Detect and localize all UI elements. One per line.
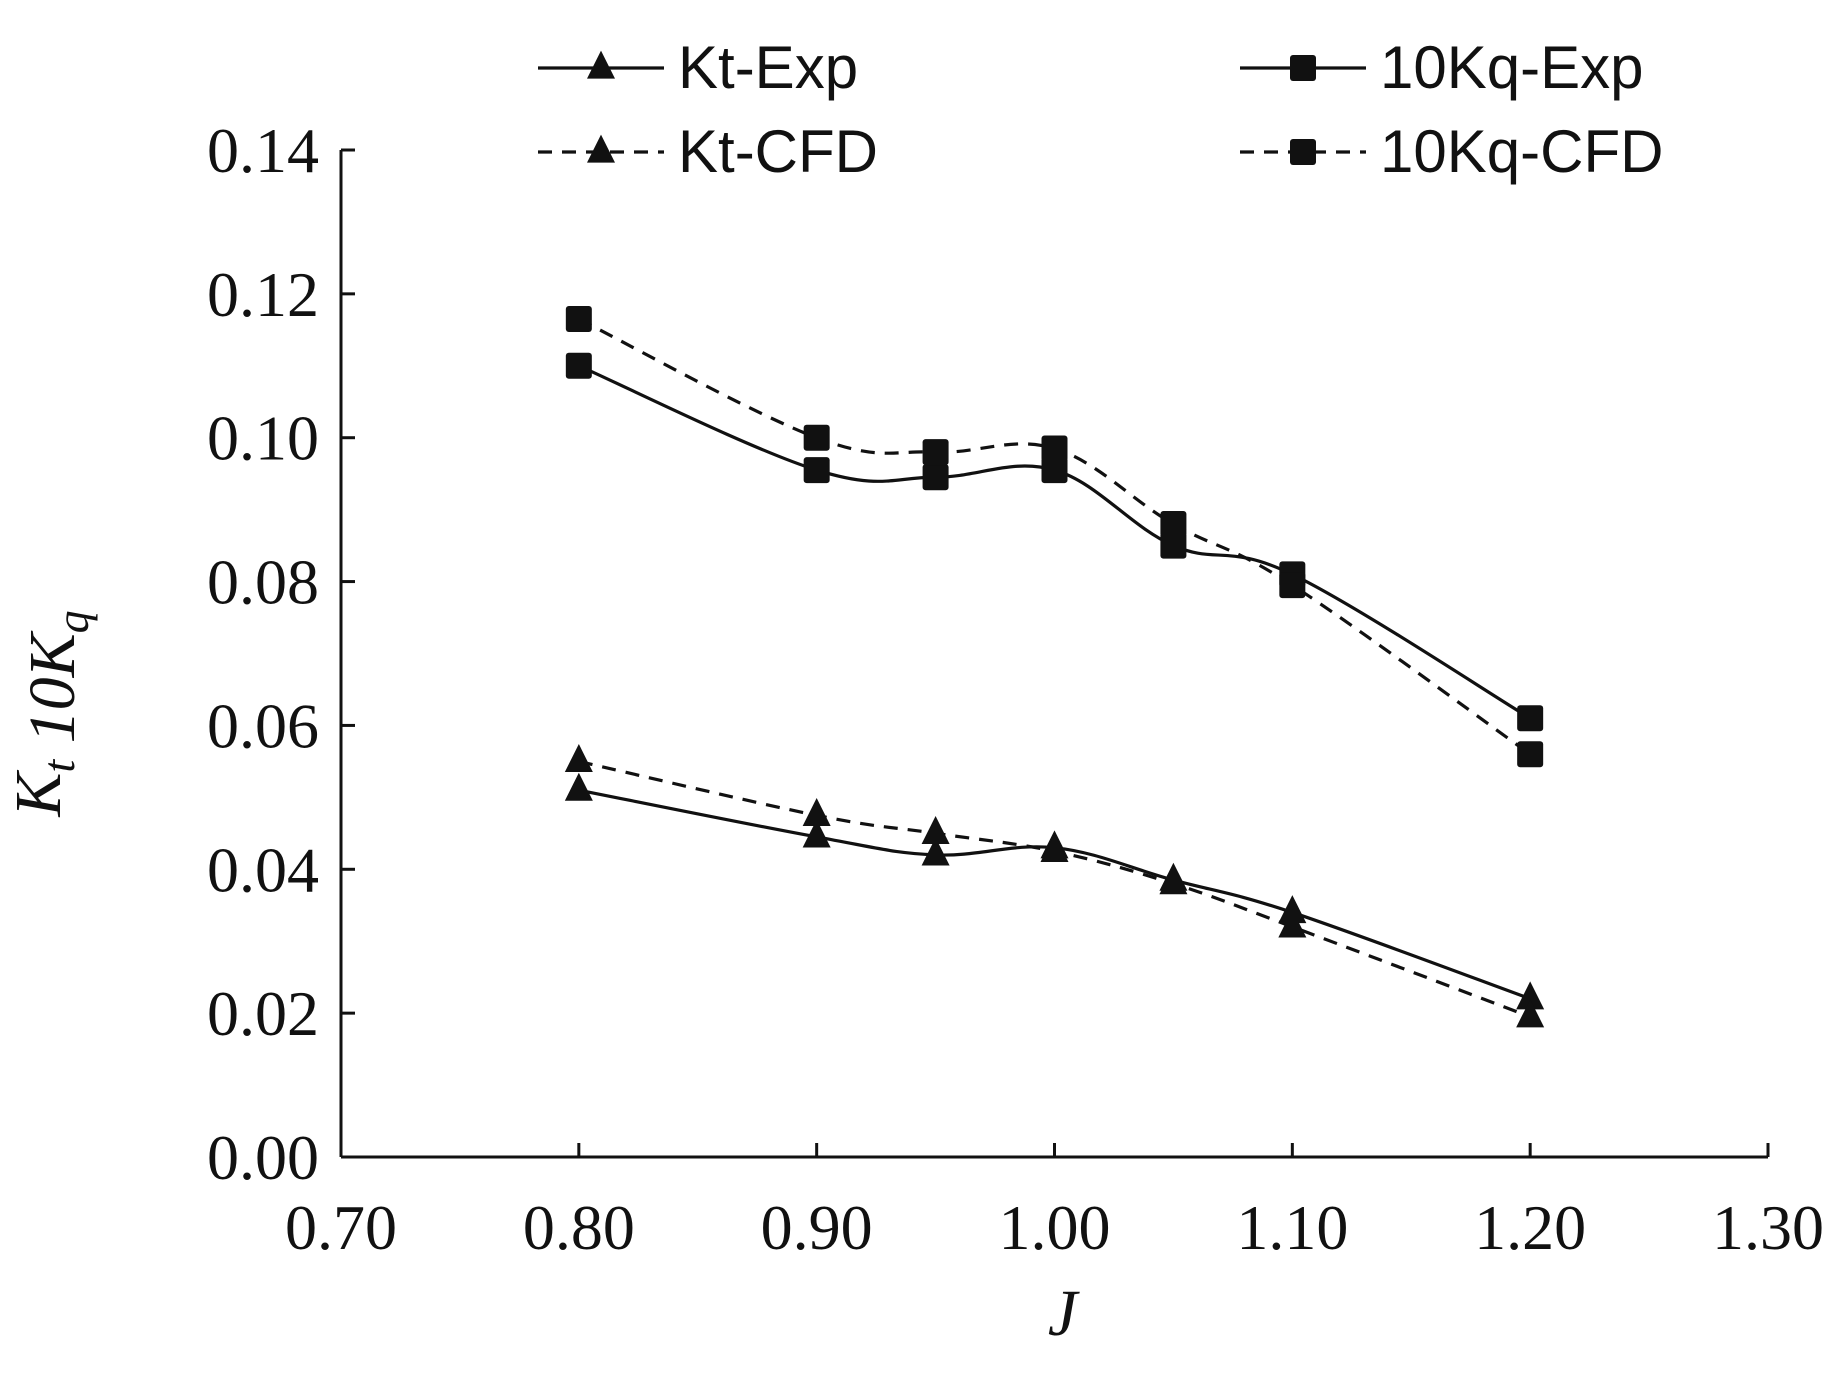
y-axis-title: Kt 10Kq <box>2 610 98 817</box>
data-point <box>921 837 950 866</box>
legend-item: 10Kq-CFD <box>1240 118 1663 185</box>
x-tick-label: 1.30 <box>1712 1192 1824 1263</box>
data-point <box>803 424 830 451</box>
data-point <box>564 744 593 773</box>
data-point <box>1040 833 1069 862</box>
y-axis-title-subscript: q <box>47 610 98 633</box>
data-point <box>802 797 831 826</box>
legend-marker <box>587 134 615 163</box>
legend-label: 10Kq-CFD <box>1380 118 1663 185</box>
legend-marker <box>1290 55 1316 81</box>
y-tick-label: 0.02 <box>207 978 319 1049</box>
data-point <box>1160 532 1187 559</box>
y-tick-label: 0.14 <box>207 115 319 186</box>
series-line <box>578 759 1531 1019</box>
data-point <box>1041 457 1068 484</box>
series-line <box>578 788 1531 1001</box>
x-tick-label: 1.10 <box>1236 1192 1348 1263</box>
x-tick-label: 0.70 <box>285 1192 397 1263</box>
y-tick-label: 0.08 <box>207 547 319 618</box>
legend: Kt-Exp 10Kq-Exp Kt-CFD 10Kq-CFD <box>538 34 1663 185</box>
series-10kq-exp <box>565 352 1544 732</box>
axes <box>339 150 1768 1159</box>
series-line <box>578 364 1531 720</box>
series-line <box>578 317 1532 756</box>
data-point <box>565 352 592 379</box>
series-10kq-cfd <box>565 306 1544 768</box>
data-point <box>921 815 950 844</box>
x-tick-label: 1.20 <box>1474 1192 1586 1263</box>
y-tick-label: 0.00 <box>207 1122 319 1193</box>
data-point <box>1516 999 1545 1028</box>
legend-label: Kt-CFD <box>678 118 878 185</box>
series-kt-cfd <box>564 744 1545 1028</box>
legend-marker <box>1290 139 1316 165</box>
y-tick-label: 0.12 <box>207 259 319 330</box>
y-tick-label: 0.06 <box>207 690 319 761</box>
data-point <box>565 306 592 333</box>
data-point <box>803 457 830 484</box>
data-point <box>564 772 593 801</box>
data-point <box>922 439 949 466</box>
data-point <box>1041 435 1068 462</box>
ticks: 0.00 0.02 0.04 0.06 0.08 0.10 0.12 0.14 0.70 0.80… <box>207 115 1824 1263</box>
data-point <box>1160 511 1187 538</box>
x-tick-label: 0.80 <box>523 1192 635 1263</box>
y-axis-title-part: K <box>2 770 75 818</box>
x-axis-title: J <box>1048 1277 1080 1350</box>
y-tick-label: 0.04 <box>207 834 319 905</box>
data-point <box>1279 572 1306 599</box>
data-point <box>1517 741 1544 768</box>
data-point <box>1516 981 1545 1010</box>
legend-label: Kt-Exp <box>678 34 858 101</box>
x-tick-label: 0.90 <box>761 1192 873 1263</box>
legend-item: 10Kq-Exp <box>1240 34 1644 101</box>
data-point <box>1278 895 1307 924</box>
data-point <box>1517 705 1544 732</box>
legend-item: Kt-Exp <box>538 34 858 101</box>
legend-item: Kt-CFD <box>538 118 878 185</box>
y-axis-title-subscript: t <box>33 759 84 773</box>
legend-label: 10Kq-Exp <box>1380 34 1644 101</box>
series-kt-exp <box>564 772 1545 1010</box>
series-layer <box>564 306 1545 1028</box>
data-point <box>1159 866 1188 895</box>
legend-marker <box>587 50 615 79</box>
x-tick-label: 1.00 <box>999 1192 1111 1263</box>
y-tick-label: 0.10 <box>207 403 319 474</box>
data-point <box>922 464 949 491</box>
data-point <box>802 819 831 848</box>
y-axis-title-part: 10K <box>16 630 89 760</box>
data-point <box>1278 909 1307 938</box>
